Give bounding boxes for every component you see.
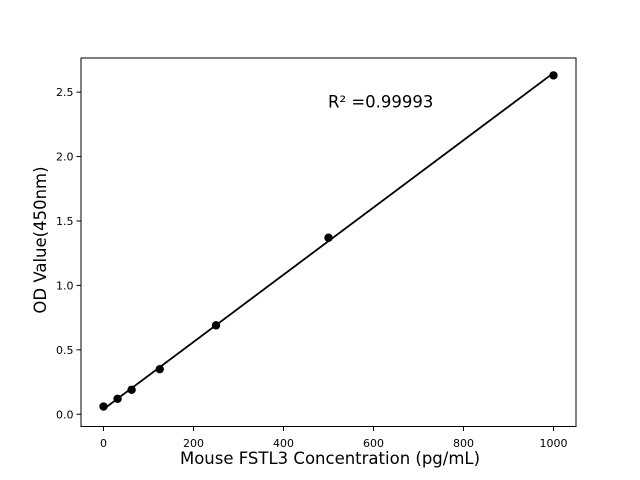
y-tick-label: 2.5 <box>56 86 74 99</box>
plot-frame <box>80 57 577 427</box>
x-tick-label: 400 <box>273 437 294 450</box>
data-point <box>113 394 122 403</box>
x-tick-label: 0 <box>100 437 107 450</box>
x-axis-label: Mouse FSTL3 Concentration (pg/mL) <box>180 449 480 468</box>
data-point <box>549 71 558 80</box>
x-tick-label: 1000 <box>540 437 568 450</box>
y-tick-label: 1.0 <box>56 279 74 292</box>
data-point <box>211 321 221 330</box>
x-tick-label: 200 <box>183 437 204 450</box>
y-axis-label: OD Value(450nm) <box>31 166 50 313</box>
data-point <box>324 233 333 242</box>
y-tick-label: 0.0 <box>56 408 74 421</box>
data-point <box>127 385 136 394</box>
data-point <box>99 402 108 411</box>
data-point <box>155 364 164 374</box>
plot-area: 0 200 400 600 800 1000 0.0 0.5 1.0 1.5 2.0 2.5 <box>56 57 577 450</box>
y-tick-label: 2.0 <box>56 151 74 164</box>
y-tick-label: 0.5 <box>56 344 74 357</box>
y-tick-label: 1.5 <box>56 215 74 228</box>
r-squared-annotation: R² =0.99993 <box>328 93 433 112</box>
x-tick-label: 600 <box>363 437 384 450</box>
x-tick-label: 800 <box>453 437 474 450</box>
